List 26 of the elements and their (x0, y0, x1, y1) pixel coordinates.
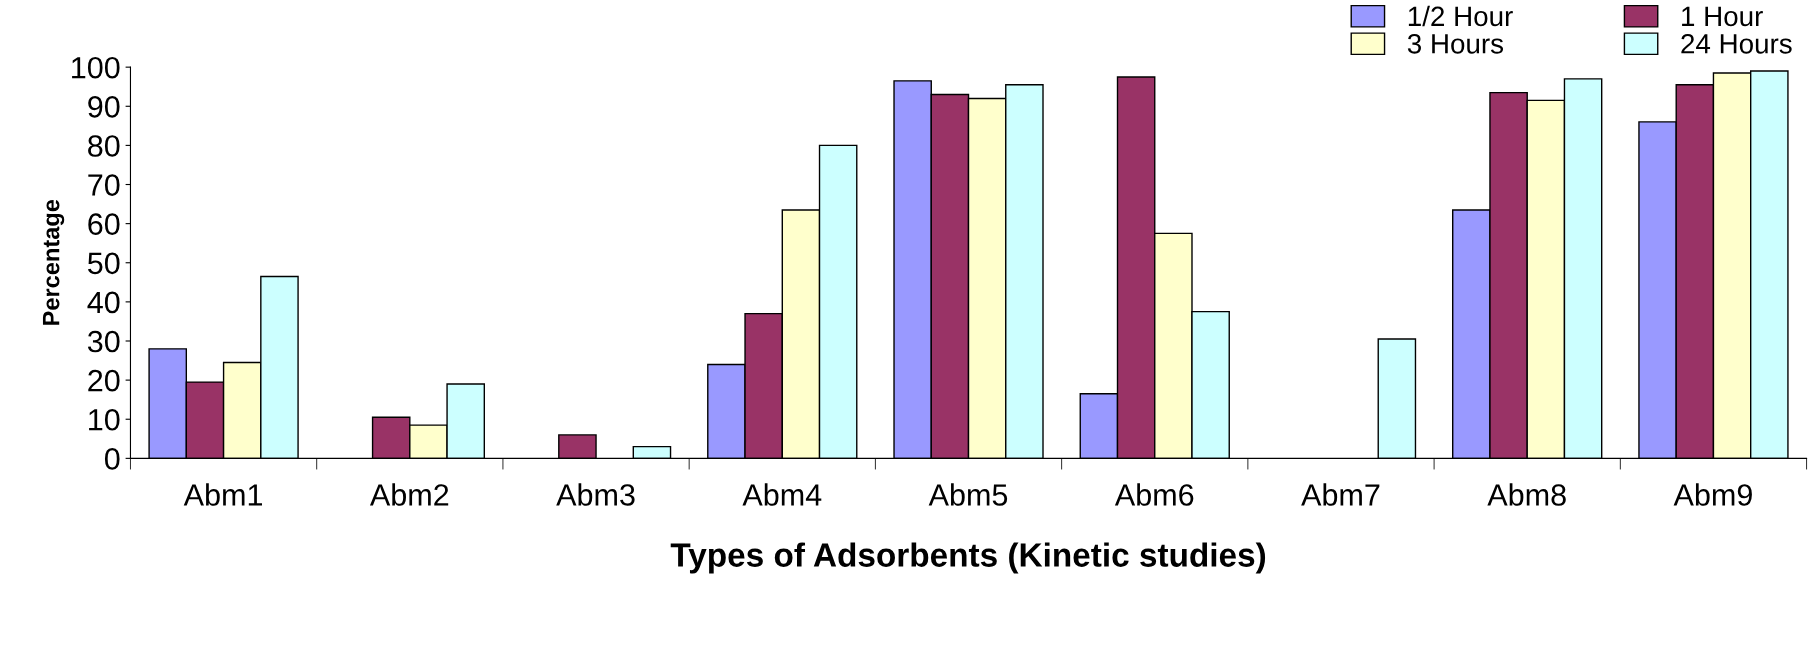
x-tick-label: Abm2 (369, 483, 449, 506)
y-tick-label: 60 (88, 213, 120, 236)
x-tick-label: Abm7 (1301, 483, 1380, 506)
y-tick-label: 10 (89, 408, 120, 431)
x-tick-label: Abm6 (1114, 483, 1194, 506)
y-tick-label: 90 (88, 96, 120, 118)
x-tick-label: Abm8 (1487, 483, 1566, 506)
legend-label: 3 Hours (1407, 33, 1504, 54)
x-axis-title: Types of Adsorbents (Kinetic studies) (670, 542, 1266, 574)
y-tick-label: 100 (72, 56, 120, 79)
y-axis-title: Percentage (42, 199, 65, 325)
x-tick-label: Abm1 (183, 483, 262, 506)
legend-label: 1 Hour (1682, 6, 1763, 27)
y-tick-label: 80 (88, 135, 120, 157)
y-tick-label: 50 (87, 252, 120, 275)
y-tick-label: 30 (87, 330, 120, 353)
legend-label: 1/2 Hour (1408, 5, 1513, 27)
y-tick-label: 70 (88, 174, 120, 196)
legend-label: 24 Hours (1681, 33, 1792, 54)
y-tick-label: 0 (104, 448, 120, 470)
y-tick-label: 40 (87, 291, 120, 314)
x-tick-label: Abm9 (1673, 483, 1752, 506)
x-tick-label: Abm5 (928, 483, 1008, 506)
x-tick-label: Abm4 (742, 483, 822, 506)
y-tick-label: 20 (88, 369, 120, 392)
x-tick-label: Abm3 (556, 483, 635, 506)
